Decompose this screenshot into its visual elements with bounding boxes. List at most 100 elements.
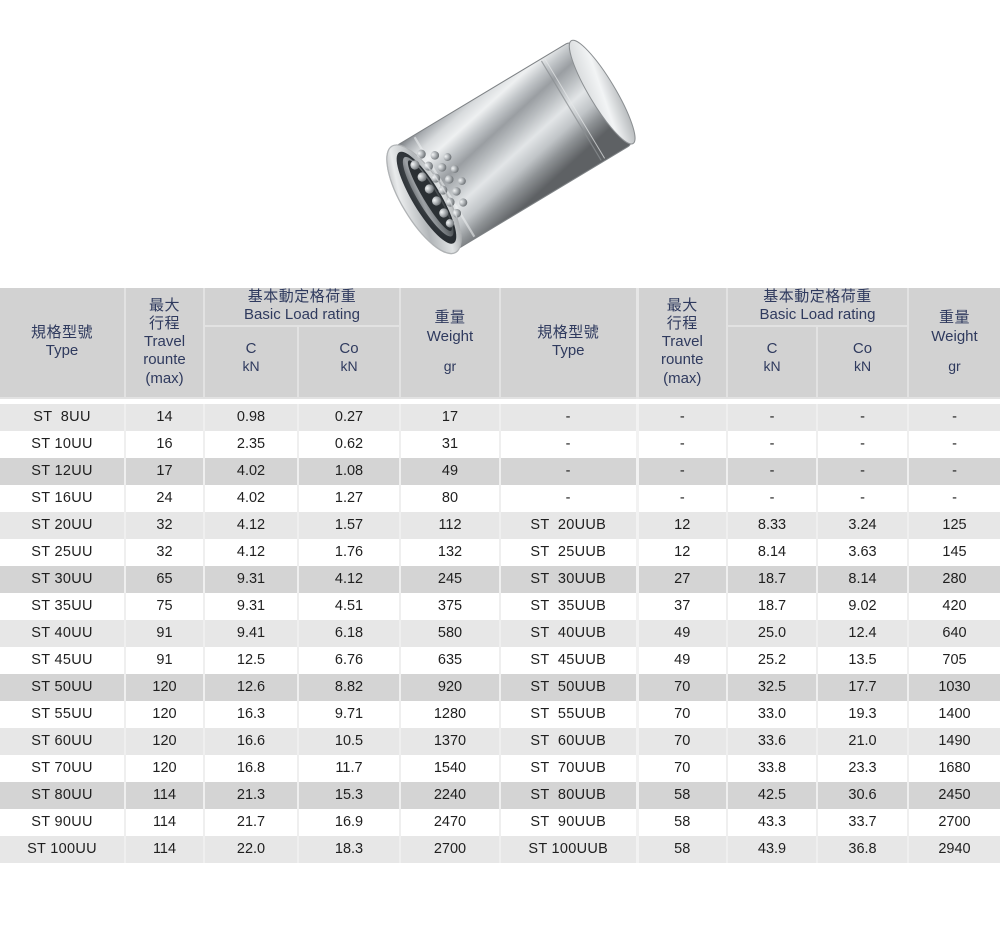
gap-cell xyxy=(0,397,1000,404)
table-row: ST 90UU 114 21.7 16.9 2470 ST 90UUB 58 43.3 33.7… xyxy=(0,808,1000,836)
cell-travel-left: 114 xyxy=(125,781,205,809)
cell-c-left: 9.41 xyxy=(204,619,299,647)
header-travel-en1-right: Travel xyxy=(661,333,703,351)
cell-type-right: - xyxy=(500,484,639,512)
header-spacer-co-right xyxy=(817,388,909,399)
cell-travel-right: 12 xyxy=(637,511,728,539)
header-travel-cn1-left: 最大 xyxy=(148,296,180,314)
cell-c-left: 9.31 xyxy=(204,592,299,620)
cell-type-left: ST 30UU xyxy=(0,565,126,593)
cell-type-right: ST 40UUB xyxy=(500,619,639,647)
cell-c-right: - xyxy=(727,430,818,458)
header-load-cn-right: 基本動定格荷重 xyxy=(763,288,872,305)
header-c-left: C kN xyxy=(204,325,299,389)
header-travel-en2-left: rounte xyxy=(143,351,186,369)
header-load-en-left: Basic Load rating xyxy=(244,306,360,324)
cell-weight-left: 1540 xyxy=(400,754,501,782)
cell-weight-left: 31 xyxy=(400,430,501,458)
cell-weight-right: 640 xyxy=(908,619,1000,647)
cell-travel-left: 32 xyxy=(125,538,205,566)
cell-weight-right: 420 xyxy=(908,592,1000,620)
cell-co-right: 30.6 xyxy=(817,781,909,809)
cell-weight-right: 705 xyxy=(908,646,1000,674)
header-travel-right: 最大 行程 Travel rounte (max) xyxy=(637,288,728,399)
cell-weight-left: 245 xyxy=(400,565,501,593)
cell-travel-left: 14 xyxy=(125,403,205,431)
cell-co-left: 11.7 xyxy=(298,754,401,782)
cell-weight-right: 1400 xyxy=(908,700,1000,728)
cell-co-left: 9.71 xyxy=(298,700,401,728)
cell-co-right: 12.4 xyxy=(817,619,909,647)
cell-co-right: 8.14 xyxy=(817,565,909,593)
header-co-left: Co kN xyxy=(298,325,401,389)
header-type-right: 規格型號 Type xyxy=(500,288,639,399)
cell-c-left: 4.02 xyxy=(204,457,299,485)
cell-co-right: 23.3 xyxy=(817,754,909,782)
table-row: ST 50UU 120 12.6 8.82 920 ST 50UUB 70 32.5 17.7 1… xyxy=(0,673,1000,701)
cell-co-right: - xyxy=(817,430,909,458)
table-row: ST 20UU 32 4.12 1.57 112 ST 20UUB 12 8.33 3.24 12… xyxy=(0,511,1000,539)
cell-c-left: 16.6 xyxy=(204,727,299,755)
cell-co-left: 1.57 xyxy=(298,511,401,539)
cell-travel-right: 12 xyxy=(637,538,728,566)
cell-type-left: ST 50UU xyxy=(0,673,126,701)
header-co-unit-left: kN xyxy=(340,358,358,375)
cell-weight-right: - xyxy=(908,403,1000,431)
cell-type-left: ST 12UU xyxy=(0,457,126,485)
cell-co-left: 1.27 xyxy=(298,484,401,512)
header-c-label-right: C xyxy=(766,339,778,357)
cell-c-left: 0.98 xyxy=(204,403,299,431)
cell-co-right: 33.7 xyxy=(817,808,909,836)
header-co-label-left: Co xyxy=(339,339,359,357)
cell-weight-right: 2940 xyxy=(908,835,1000,863)
cell-travel-right: 70 xyxy=(637,700,728,728)
header-weight-left: 重量 Weight gr xyxy=(400,288,501,399)
header-spacer-co-left xyxy=(298,388,401,399)
specifications-table: 規格型號 Type 最大 行程 Travel rounte (max) 基本動定… xyxy=(0,288,1000,863)
header-row-2: C kN Co kN C kN Co kN xyxy=(0,325,1000,389)
header-travel-cn2-left: 行程 xyxy=(148,314,180,332)
cell-type-right: ST 80UUB xyxy=(500,781,639,809)
cell-weight-right: 2700 xyxy=(908,808,1000,836)
header-c-unit-right: kN xyxy=(763,358,781,375)
cell-travel-left: 75 xyxy=(125,592,205,620)
cell-travel-left: 120 xyxy=(125,754,205,782)
cell-c-left: 21.7 xyxy=(204,808,299,836)
cell-c-left: 16.3 xyxy=(204,700,299,728)
header-co-right: Co kN xyxy=(817,325,909,389)
cell-travel-right: 70 xyxy=(637,673,728,701)
cell-c-right: 33.0 xyxy=(727,700,818,728)
cell-travel-right: - xyxy=(637,403,728,431)
cell-c-right: 33.6 xyxy=(727,727,818,755)
cell-co-left: 6.76 xyxy=(298,646,401,674)
header-travel-cn2-right: 行程 xyxy=(666,314,698,332)
cell-c-left: 4.12 xyxy=(204,538,299,566)
cell-co-left: 8.82 xyxy=(298,673,401,701)
header-travel-en3-right: (max) xyxy=(663,369,702,387)
cell-co-right: 3.63 xyxy=(817,538,909,566)
cell-weight-right: - xyxy=(908,457,1000,485)
cell-type-left: ST 55UU xyxy=(0,700,126,728)
cell-travel-left: 65 xyxy=(125,565,205,593)
cell-weight-left: 112 xyxy=(400,511,501,539)
cell-weight-left: 635 xyxy=(400,646,501,674)
ball-bearing-rows xyxy=(410,149,468,228)
cell-weight-left: 375 xyxy=(400,592,501,620)
cell-c-left: 22.0 xyxy=(204,835,299,863)
bearing-illustration xyxy=(312,8,712,280)
cell-travel-left: 16 xyxy=(125,430,205,458)
header-travel-en1-left: Travel xyxy=(143,333,186,351)
header-weight-unit-right: gr xyxy=(948,358,961,375)
cell-type-right: ST 30UUB xyxy=(500,565,639,593)
cell-c-left: 16.8 xyxy=(204,754,299,782)
cell-weight-right: 1680 xyxy=(908,754,1000,782)
header-spacer-c-left xyxy=(204,388,299,399)
cell-travel-left: 120 xyxy=(125,673,205,701)
cell-travel-right: - xyxy=(637,457,728,485)
product-image xyxy=(0,0,1000,288)
cell-weight-right: 125 xyxy=(908,511,1000,539)
cell-travel-left: 24 xyxy=(125,484,205,512)
cell-c-right: - xyxy=(727,457,818,485)
cell-c-right: 42.5 xyxy=(727,781,818,809)
cell-co-right: 21.0 xyxy=(817,727,909,755)
